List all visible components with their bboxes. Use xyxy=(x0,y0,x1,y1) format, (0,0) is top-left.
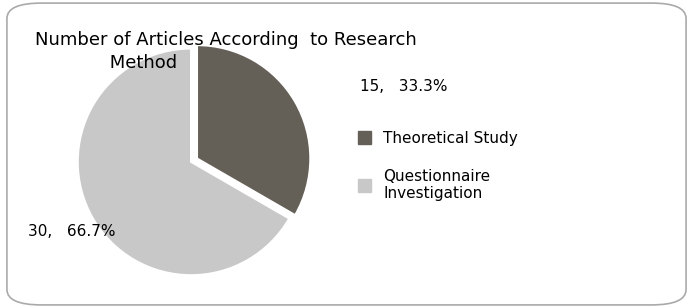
Legend: Theoretical Study, Questionnaire
Investigation: Theoretical Study, Questionnaire Investi… xyxy=(358,131,518,201)
Text: 15,   33.3%: 15, 33.3% xyxy=(360,79,448,94)
Wedge shape xyxy=(197,45,310,215)
Text: 30,   66.7%: 30, 66.7% xyxy=(28,224,115,238)
Wedge shape xyxy=(78,49,289,275)
Text: Number of Articles According  to Research
             Method: Number of Articles According to Research… xyxy=(35,31,416,72)
